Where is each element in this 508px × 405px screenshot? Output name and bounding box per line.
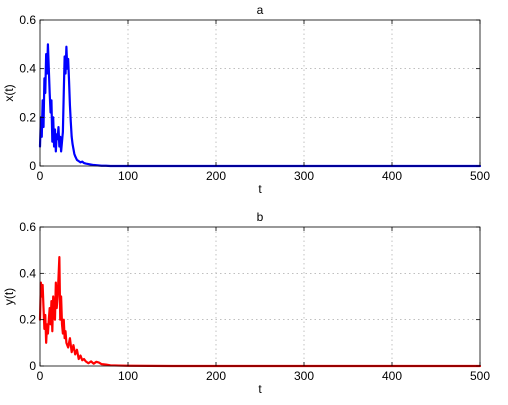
x-axis-title: t: [258, 182, 262, 196]
x-tick-label: 0: [37, 169, 44, 183]
x-tick-label: 200: [206, 169, 226, 183]
y-tick-label: 0: [29, 359, 36, 373]
y-tick-label: 0.6: [19, 13, 36, 27]
y-tick-label: 0.6: [19, 220, 36, 234]
x-tick-label: 200: [206, 369, 226, 383]
chart-panel-1: 0 100 200 300 400 500 0 0.2 0.4 0.6 a t x(t): [2, 3, 490, 196]
plot-area: [40, 227, 480, 366]
y-axis-title: y(t): [2, 288, 16, 305]
x-tick-label: 0: [37, 369, 44, 383]
axes-frame: [39, 19, 481, 167]
x-tick-label: 400: [382, 169, 402, 183]
x-tick-label: 300: [294, 369, 314, 383]
x-tick-label: 400: [382, 369, 402, 383]
x-axis-title: t: [258, 382, 262, 396]
x-tick-label: 100: [118, 169, 138, 183]
plot-title: a: [257, 3, 264, 17]
y-tick-label: 0: [29, 159, 36, 173]
x-tick-label: 500: [470, 369, 490, 383]
y-axis-title: x(t): [2, 84, 16, 101]
y-tick-label: 0.4: [19, 62, 36, 76]
plot-area: [40, 20, 480, 166]
y-tick-label: 0.2: [19, 313, 36, 327]
axes-frame: [39, 226, 481, 367]
series-line-1: [38, 256, 482, 368]
y-tick-label: 0.2: [19, 110, 36, 124]
chart-panel-2: 0 100 200 300 400 500 0 0.2 0.4 0.6 b t y(t): [2, 210, 490, 396]
x-tick-label: 300: [294, 169, 314, 183]
plot-title: b: [257, 210, 264, 224]
x-tick-label: 500: [470, 169, 490, 183]
y-tick-label: 0.4: [19, 266, 36, 280]
x-tick-label: 100: [118, 369, 138, 383]
